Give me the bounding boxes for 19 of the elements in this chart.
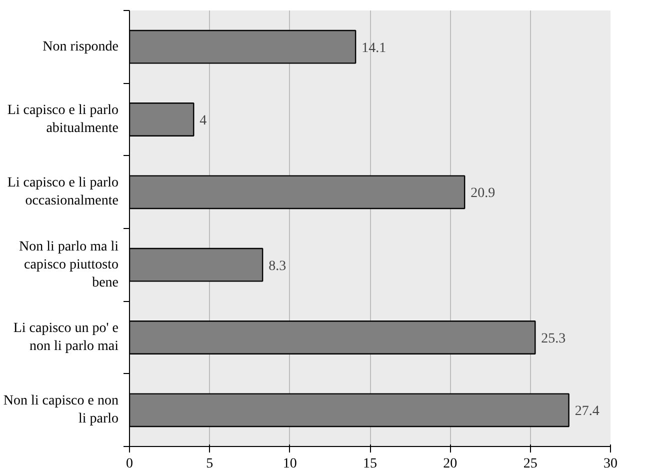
y-tick-label: Li capisco e li parlo abitualmente bbox=[7, 103, 119, 136]
x-tick-label: 20 bbox=[443, 456, 458, 472]
y-tick-label: Li capisco e li parlo occasionalmente bbox=[7, 176, 119, 209]
y-tick-label: Non li parlo ma li capisco piuttosto bene bbox=[18, 239, 119, 290]
x-tick-label: 0 bbox=[126, 456, 133, 472]
x-tick-label: 5 bbox=[206, 456, 214, 472]
x-tick-label: 25 bbox=[523, 456, 538, 472]
data-label: 25.3 bbox=[541, 332, 566, 346]
x-tick-label: 30 bbox=[604, 456, 618, 472]
data-label: 8.3 bbox=[268, 258, 286, 274]
data-label: 27.4 bbox=[574, 404, 600, 420]
data-label: 20.9 bbox=[470, 186, 496, 202]
y-tick-label: Non risponde bbox=[42, 39, 119, 54]
x-tick-label: 10 bbox=[282, 456, 297, 472]
data-label: 4 bbox=[200, 114, 207, 128]
data-label: 14.1 bbox=[362, 40, 386, 56]
x-tick-label: 15 bbox=[363, 456, 377, 472]
y-tick-label: Non li capisco e non li parlo bbox=[3, 394, 119, 427]
y-tick-label: Li capisco un po' e non li parlo mai bbox=[13, 321, 119, 354]
